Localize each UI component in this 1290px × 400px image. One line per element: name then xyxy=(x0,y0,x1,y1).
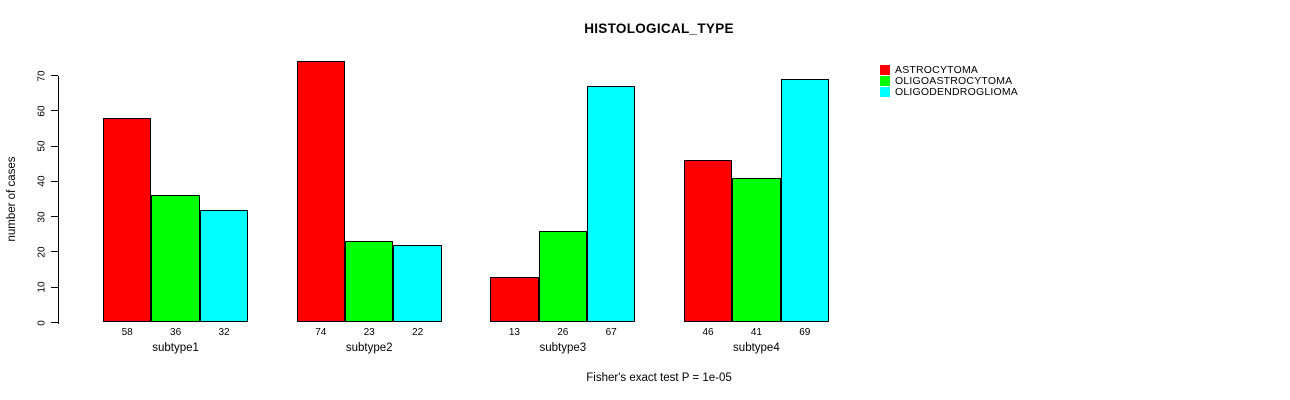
legend-item-label: OLIGOASTROCYTOMA xyxy=(895,74,1013,87)
bar-value-label: 67 xyxy=(605,327,617,338)
bar-value-label: 41 xyxy=(750,327,762,338)
y-tick-label: 0 xyxy=(36,319,48,326)
bar-value-label: 22 xyxy=(412,327,424,338)
category-label-subtype2: subtype2 xyxy=(345,342,393,354)
bar-value-label: 58 xyxy=(121,327,133,338)
bar-ASTROCYTOMA-subtype4 xyxy=(683,160,733,323)
category-label-subtype3: subtype3 xyxy=(539,342,587,354)
bar-value-label: 74 xyxy=(315,327,327,338)
bar-ASTROCYTOMA-subtype2 xyxy=(296,61,345,323)
y-tick-mark xyxy=(51,180,58,182)
y-tick-label: 20 xyxy=(36,246,48,258)
bar-OLIGODENDROGLIOMA-subtype4 xyxy=(780,79,829,323)
bar-ASTROCYTOMA-subtype1 xyxy=(103,117,152,323)
bar-OLIGOASTROCYTOMA-subtype1 xyxy=(151,195,200,323)
bar-value-label: 46 xyxy=(702,327,714,338)
bar-value-label: 26 xyxy=(557,327,569,338)
bar-value-label: 32 xyxy=(218,327,230,338)
bar-value-label: 69 xyxy=(799,327,811,338)
y-axis-line xyxy=(58,75,59,324)
y-tick-label: 60 xyxy=(36,105,48,117)
y-tick-label: 50 xyxy=(36,140,48,152)
category-label-subtype1: subtype1 xyxy=(152,342,199,354)
bar-OLIGODENDROGLIOMA-subtype2 xyxy=(393,244,442,323)
legend-swatch-icon xyxy=(880,64,890,75)
bar-value-label: 36 xyxy=(170,327,182,338)
legend-item-OLIGOASTROCYTOMA: OLIGOASTROCYTOMA xyxy=(880,74,1018,87)
legend-item-label: ASTROCYTOMA xyxy=(895,63,979,76)
y-tick-mark xyxy=(51,322,58,323)
bar-value-label: 23 xyxy=(363,327,375,338)
bar-OLIGODENDROGLIOMA-subtype3 xyxy=(587,86,636,323)
y-tick-label: 40 xyxy=(36,175,48,187)
y-tick-mark xyxy=(51,110,58,112)
legend-item-OLIGODENDROGLIOMA: OLIGODENDROGLIOMA xyxy=(880,86,1019,99)
y-tick-mark xyxy=(51,251,58,253)
legend-item-label: OLIGODENDROGLIOMA xyxy=(895,86,1019,99)
bar-value-label: 13 xyxy=(508,327,520,338)
y-axis-label: number of cases xyxy=(6,156,18,242)
bar-OLIGODENDROGLIOMA-subtype1 xyxy=(199,209,249,323)
y-tick-mark xyxy=(51,216,58,218)
y-tick-label: 70 xyxy=(36,69,48,82)
legend: ASTROCYTOMA OLIGOASTROCYTOMA OLIGODENDROGL… xyxy=(880,64,1018,98)
bar-OLIGOASTROCYTOMA-subtype3 xyxy=(538,230,587,323)
y-tick-mark xyxy=(51,145,58,147)
bar-OLIGOASTROCYTOMA-subtype4 xyxy=(732,177,781,323)
bar-ASTROCYTOMA-subtype3 xyxy=(490,276,539,323)
legend-swatch-icon xyxy=(880,87,890,98)
bar-OLIGOASTROCYTOMA-subtype2 xyxy=(345,241,394,323)
y-tick-label: 30 xyxy=(36,211,48,223)
footnote: Fisher's exact test P = 1e-05 xyxy=(586,372,732,384)
legend-swatch-icon xyxy=(880,75,890,86)
y-tick-label: 10 xyxy=(36,281,48,293)
y-tick-mark xyxy=(51,75,58,76)
legend-item-ASTROCYTOMA: ASTROCYTOMA xyxy=(880,63,1018,76)
chart-title: HISTOLOGICAL_TYPE xyxy=(584,21,734,36)
y-tick-mark xyxy=(51,286,58,288)
category-label-subtype4: subtype4 xyxy=(733,342,780,354)
